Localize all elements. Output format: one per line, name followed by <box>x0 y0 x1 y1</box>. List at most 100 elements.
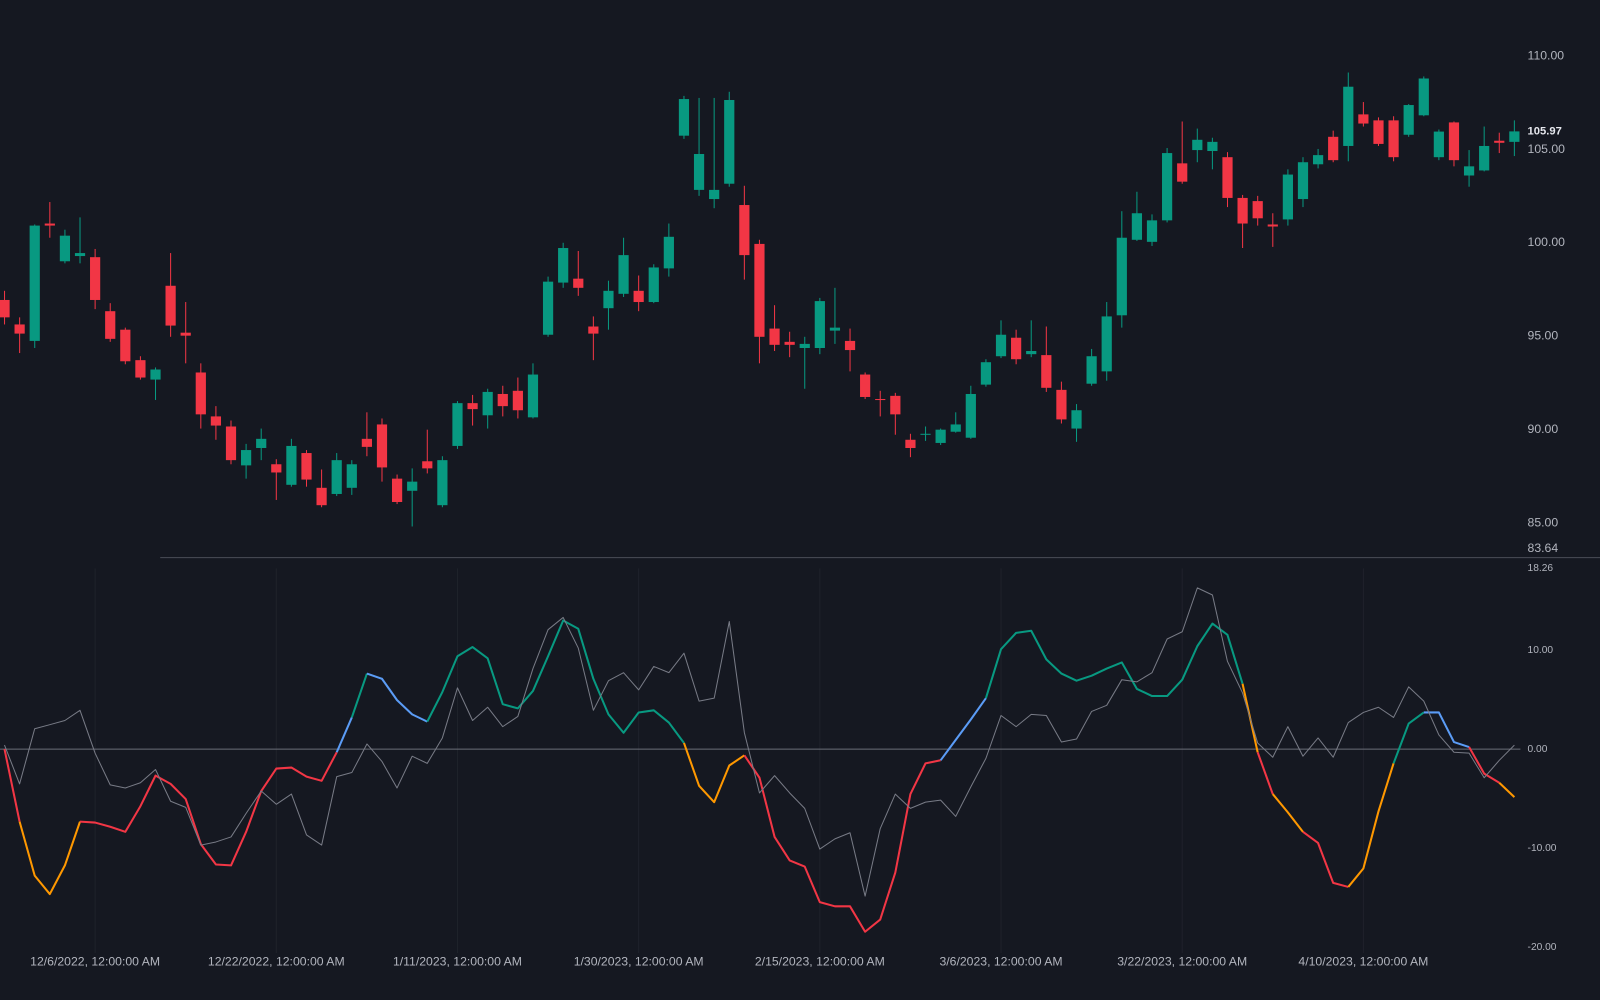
candle-body <box>1116 237 1127 316</box>
candle-body <box>271 464 282 473</box>
y-tick-label: 90.00 <box>1528 422 1559 436</box>
candle-body <box>1192 139 1203 151</box>
candle-body <box>407 481 418 491</box>
candle-body <box>603 290 614 309</box>
candle-body <box>135 360 146 378</box>
x-tick-label: 12/6/2022, 12:00:00 AM <box>30 954 160 968</box>
candle-body <box>769 328 780 345</box>
candle-body <box>1207 141 1218 152</box>
candle-body <box>558 248 569 283</box>
candle-body <box>739 205 750 256</box>
candle-body <box>1252 201 1263 219</box>
candle-body <box>1463 166 1475 176</box>
y-tick-label: 85.00 <box>1528 516 1559 530</box>
candle-body <box>1177 163 1188 182</box>
x-tick-label: 2/15/2023, 12:00:00 AM <box>755 954 885 968</box>
candle-body <box>724 99 735 184</box>
candle-body <box>527 374 539 418</box>
signal-line <box>4 587 1515 897</box>
candle-body <box>588 326 599 334</box>
candle-body <box>1101 316 1112 372</box>
oscillator-line <box>335 717 353 753</box>
oscillator-line <box>1423 711 1470 749</box>
oscillator-line <box>984 622 1244 699</box>
candle-body <box>814 301 825 349</box>
y-tick-label: 18.26 <box>1528 563 1554 574</box>
oscillator-line <box>426 619 685 744</box>
candle-body <box>14 324 25 334</box>
candle-body <box>29 225 40 341</box>
candle-body <box>361 438 372 447</box>
x-tick-label: 1/11/2023, 12:00:00 AM <box>393 954 522 968</box>
candle-body <box>391 478 403 503</box>
candle-body <box>1237 197 1248 224</box>
candle-body <box>452 403 463 446</box>
oscillator-line <box>3 748 21 822</box>
candle-body <box>165 285 176 326</box>
candle-body <box>1026 350 1037 355</box>
y-tick-label: 95.00 <box>1528 329 1559 343</box>
candle-body <box>1056 389 1067 420</box>
candle-body <box>105 311 116 339</box>
candle-body <box>1418 78 1429 116</box>
oscillator-line <box>366 672 428 723</box>
candle-body <box>195 372 206 415</box>
y-tick-label: 83.64 <box>1528 541 1559 555</box>
candle-body <box>709 189 720 200</box>
candle-body <box>935 429 946 443</box>
candle-body <box>1011 337 1022 360</box>
oscillator-line <box>1256 751 1274 795</box>
oscillator-line <box>1302 831 1349 888</box>
candle-body <box>180 332 191 336</box>
candle-body <box>1388 120 1399 158</box>
candle-body <box>316 487 327 506</box>
x-tick-label: 3/22/2023, 12:00:00 AM <box>1117 954 1247 968</box>
y-tick-label: 110.00 <box>1528 48 1565 62</box>
candle-body <box>693 154 705 190</box>
candle-body <box>633 290 644 303</box>
candle-body <box>90 257 101 300</box>
oscillator-line <box>743 754 941 933</box>
candle-body <box>0 299 10 318</box>
candle-body <box>754 243 765 337</box>
oscillator-line <box>350 673 368 718</box>
candle-body <box>1448 122 1460 161</box>
oscillator-line <box>683 742 745 804</box>
oscillator-line <box>1271 793 1304 833</box>
candle-body <box>542 281 554 335</box>
candle-body <box>1162 153 1173 221</box>
candle-body <box>1041 355 1052 388</box>
x-tick-label: 12/22/2022, 12:00:00 AM <box>208 954 345 968</box>
candle-body <box>995 334 1007 357</box>
candle-body <box>512 390 523 411</box>
y-tick-label: 105.00 <box>1528 142 1566 156</box>
candle-body <box>241 450 252 466</box>
candle-body <box>875 399 886 401</box>
candle-body <box>1433 131 1444 158</box>
candle-body <box>1086 356 1097 384</box>
oscillator-line <box>79 751 338 867</box>
candle-body <box>844 340 856 351</box>
candle-body <box>1343 86 1354 146</box>
candle-body <box>920 433 931 435</box>
candle-body <box>1222 157 1233 198</box>
candle-body <box>678 99 690 136</box>
candle-body <box>980 362 992 385</box>
x-tick-label: 3/6/2023, 12:00:00 AM <box>939 954 1062 968</box>
oscillator-line <box>939 697 987 761</box>
candle-body <box>618 255 629 294</box>
y-tick-label: -10.00 <box>1528 843 1557 854</box>
candle-body <box>301 453 312 480</box>
candle-body <box>1312 155 1324 165</box>
candle-body <box>648 267 659 303</box>
candle-body <box>1267 224 1278 227</box>
candle-body <box>59 235 71 262</box>
oscillator-line <box>1498 782 1516 798</box>
candle-body <box>905 439 916 448</box>
candle-body <box>120 329 131 362</box>
oscillator-line <box>1347 763 1395 888</box>
x-tick-label: 1/30/2023, 12:00:00 AM <box>574 954 704 968</box>
candle-body <box>467 403 478 410</box>
